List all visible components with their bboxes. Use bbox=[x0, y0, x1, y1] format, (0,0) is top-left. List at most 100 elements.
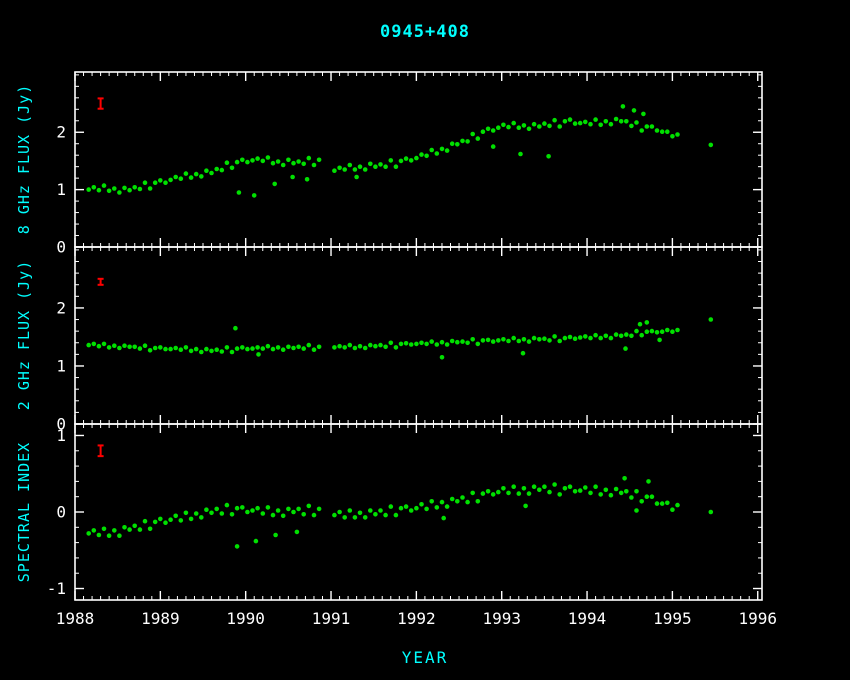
data-point bbox=[419, 340, 424, 346]
data-point bbox=[496, 125, 501, 130]
data-point bbox=[465, 139, 470, 144]
data-point bbox=[204, 507, 209, 512]
data-point bbox=[163, 346, 168, 352]
data-point bbox=[183, 171, 189, 176]
data-point bbox=[588, 335, 593, 341]
data-point bbox=[147, 348, 153, 353]
data-point bbox=[306, 155, 312, 161]
data-point bbox=[637, 321, 643, 327]
data-point bbox=[439, 499, 445, 505]
data-point bbox=[152, 180, 158, 185]
data-point bbox=[178, 518, 184, 523]
data-point bbox=[629, 495, 634, 500]
data-point bbox=[429, 339, 435, 344]
data-point bbox=[641, 111, 646, 117]
data-point bbox=[117, 190, 122, 195]
data-point bbox=[342, 167, 348, 172]
data-point bbox=[280, 347, 286, 353]
data-point bbox=[593, 332, 598, 338]
data-point bbox=[112, 343, 117, 349]
data-point bbox=[624, 119, 629, 124]
data-point bbox=[537, 337, 542, 342]
data-point bbox=[199, 515, 204, 520]
data-point bbox=[618, 119, 624, 124]
data-point bbox=[91, 185, 97, 190]
data-point bbox=[501, 337, 506, 342]
data-point bbox=[613, 332, 619, 337]
data-point bbox=[275, 159, 281, 164]
data-point bbox=[475, 341, 481, 347]
x-tick-label: 1995 bbox=[653, 609, 692, 628]
data-point bbox=[332, 512, 337, 518]
data-point bbox=[449, 141, 455, 146]
data-point bbox=[403, 504, 409, 509]
data-point bbox=[158, 516, 163, 522]
data-point bbox=[567, 334, 573, 340]
data-point bbox=[378, 162, 383, 167]
data-point bbox=[101, 183, 107, 188]
data-point bbox=[490, 492, 496, 497]
data-point bbox=[301, 161, 307, 167]
data-point bbox=[357, 343, 363, 349]
data-point bbox=[547, 338, 552, 343]
data-point bbox=[593, 484, 598, 490]
panel-frame bbox=[74, 423, 763, 601]
data-point bbox=[117, 345, 122, 351]
data-point bbox=[273, 532, 278, 538]
data-point bbox=[352, 167, 358, 172]
data-point bbox=[286, 157, 291, 163]
data-point bbox=[311, 162, 317, 168]
data-point bbox=[178, 176, 184, 181]
data-point bbox=[234, 505, 240, 511]
data-point bbox=[654, 501, 660, 506]
data-point bbox=[250, 158, 255, 163]
data-point bbox=[240, 157, 245, 163]
data-point bbox=[388, 340, 394, 346]
data-point bbox=[378, 508, 383, 513]
data-point bbox=[137, 527, 143, 532]
data-point bbox=[142, 180, 148, 185]
data-point bbox=[429, 147, 435, 153]
data-point bbox=[251, 193, 257, 198]
data-point bbox=[470, 131, 476, 137]
data-point bbox=[414, 341, 419, 347]
data-point bbox=[188, 516, 194, 522]
data-point bbox=[521, 337, 527, 342]
data-point bbox=[583, 119, 588, 125]
data-point bbox=[629, 123, 634, 129]
data-point bbox=[316, 344, 322, 350]
data-point bbox=[245, 346, 250, 352]
data-point bbox=[260, 158, 266, 164]
data-point bbox=[368, 508, 373, 513]
x-tick-label: 1988 bbox=[56, 609, 95, 628]
data-point bbox=[634, 489, 639, 494]
data-point bbox=[122, 525, 127, 530]
data-point bbox=[291, 509, 296, 515]
data-point bbox=[429, 499, 435, 504]
chart-title: 0945+408 bbox=[380, 22, 470, 42]
data-point bbox=[634, 120, 639, 125]
data-point bbox=[127, 527, 132, 532]
data-point bbox=[496, 489, 501, 495]
data-point bbox=[214, 506, 219, 512]
data-point bbox=[414, 155, 419, 161]
data-point bbox=[659, 329, 665, 335]
data-point bbox=[96, 187, 102, 193]
data-point bbox=[306, 342, 312, 348]
data-point bbox=[470, 337, 476, 342]
data-point bbox=[670, 507, 675, 512]
data-point bbox=[214, 347, 219, 353]
data-point bbox=[562, 335, 568, 341]
data-point bbox=[142, 518, 148, 524]
data-point bbox=[173, 174, 178, 180]
x-tick-label: 1993 bbox=[482, 609, 521, 628]
data-point bbox=[240, 345, 245, 350]
data-point bbox=[634, 328, 639, 334]
data-point bbox=[209, 510, 214, 516]
data-point bbox=[511, 335, 516, 341]
data-point bbox=[296, 344, 301, 350]
data-point bbox=[234, 346, 240, 351]
data-point bbox=[598, 492, 603, 497]
data-point bbox=[86, 531, 91, 536]
data-point bbox=[91, 528, 97, 533]
